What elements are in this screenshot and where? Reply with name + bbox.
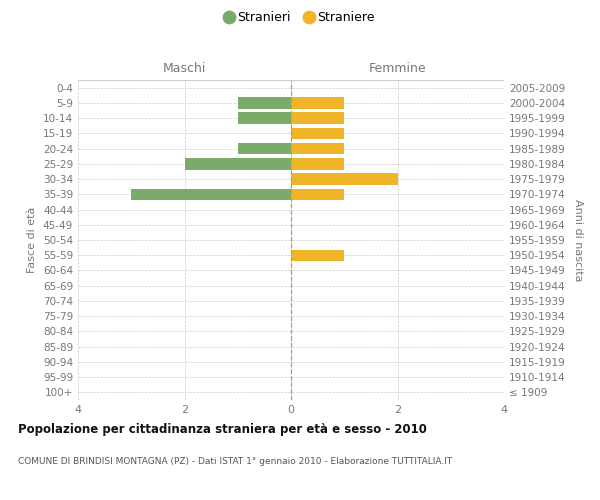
Bar (291, 112, 344, 124)
Bar (291, 188, 344, 200)
Y-axis label: Fasce di età: Fasce di età (28, 207, 37, 273)
Bar (291, 158, 344, 170)
Text: Maschi: Maschi (163, 62, 206, 75)
Bar (291, 97, 344, 108)
Bar (185, 158, 291, 170)
Text: COMUNE DI BRINDISI MONTAGNA (PZ) - Dati ISTAT 1° gennaio 2010 - Elaborazione TUT: COMUNE DI BRINDISI MONTAGNA (PZ) - Dati … (18, 458, 452, 466)
Text: Femmine: Femmine (368, 62, 427, 75)
Bar (238, 112, 291, 124)
Bar (291, 143, 344, 154)
Bar (131, 188, 291, 200)
Bar (291, 128, 344, 139)
Bar (291, 250, 344, 261)
Legend: Stranieri, Straniere: Stranieri, Straniere (221, 6, 379, 29)
Text: Popolazione per cittadinanza straniera per età e sesso - 2010: Popolazione per cittadinanza straniera p… (18, 422, 427, 436)
Y-axis label: Anni di nascita: Anni di nascita (572, 198, 583, 281)
Bar (238, 97, 291, 108)
Bar (291, 174, 398, 185)
Bar (238, 143, 291, 154)
